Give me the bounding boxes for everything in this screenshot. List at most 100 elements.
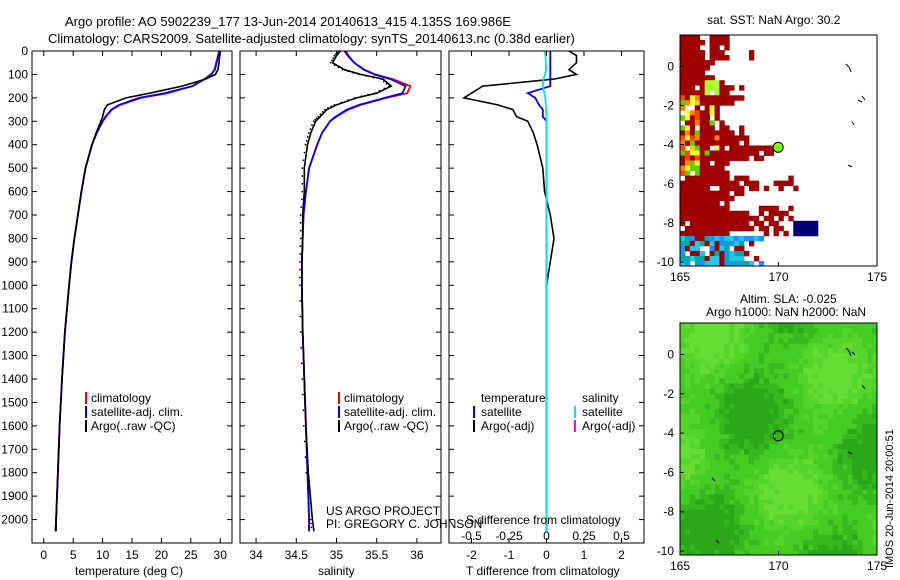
sla_map-cell — [793, 499, 799, 505]
sla_map-cell — [788, 428, 794, 435]
sla_map-xtick-label: 170 — [768, 559, 788, 573]
sst_map-cell — [748, 240, 755, 247]
sst_map-cell — [734, 95, 740, 101]
sla_map-cell — [729, 504, 735, 511]
sla_map-cell — [763, 444, 770, 450]
sst_map-cell — [714, 255, 720, 262]
sla_map-cell — [684, 544, 691, 551]
salinity-argo-raw-point — [309, 128, 312, 131]
sst_map-cell — [758, 235, 765, 242]
sla_map-cell — [808, 549, 814, 556]
sst_map-cell — [699, 185, 706, 192]
sla_map-cell — [768, 423, 774, 430]
sla_map-cell — [867, 383, 873, 389]
sla_map-cell — [842, 484, 848, 490]
sst_map-cell — [684, 260, 691, 267]
sla_map-cell — [808, 348, 814, 354]
sst_map-cell — [684, 245, 691, 252]
sla_map-cell — [709, 328, 715, 334]
sla_map-cell — [704, 363, 710, 369]
sla_map-cell — [857, 383, 863, 389]
sla_map-cell — [773, 494, 779, 500]
sla_map-cell — [788, 413, 794, 420]
depth-tick-label: 600 — [8, 185, 28, 199]
sla_map-cell — [763, 403, 770, 410]
sla_map-cell — [744, 449, 750, 455]
sst_map-cell — [709, 155, 715, 161]
sla_map-cell — [778, 484, 784, 490]
sst_map-cell — [704, 65, 710, 71]
sla_map-cell — [842, 519, 848, 526]
sla_map-cell — [862, 439, 868, 445]
sla_map-cell — [808, 539, 814, 546]
sla_map-cell — [694, 509, 701, 516]
sla_map-cell — [739, 544, 745, 551]
sla_map-cell — [753, 393, 760, 400]
sla_map-cell — [783, 494, 789, 500]
sst_map-cell — [704, 160, 710, 166]
sla_map-cell — [788, 328, 794, 334]
sst_map-cell — [709, 135, 715, 141]
sla_map-cell — [847, 484, 853, 490]
sla_map-cell — [867, 413, 873, 420]
sla_map-cell — [842, 378, 848, 384]
sla_map-cell — [758, 444, 765, 450]
sla_map-cell — [684, 514, 691, 521]
sst_map-cell — [694, 60, 701, 66]
sst-map-coastline — [845, 63, 866, 168]
sla_map-cell — [699, 519, 706, 526]
sla_map-cell — [837, 549, 843, 556]
sst_map-cell — [689, 130, 696, 136]
sst_map-cell — [699, 190, 706, 197]
sla_map-cell — [689, 333, 696, 339]
sla_map-cell — [837, 363, 843, 369]
sst_map-cell — [680, 65, 686, 71]
sla_map-cell — [852, 363, 858, 369]
sla_map-cell — [867, 444, 873, 450]
sst_map-cell — [684, 80, 691, 86]
salinity-argo-raw-point — [300, 198, 303, 201]
sst_map-cell — [704, 205, 710, 212]
sla_map-cell — [739, 423, 745, 430]
sla_map-cell — [729, 428, 735, 435]
sst_map-ytick-label: -2 — [663, 98, 674, 112]
sla_map-cell — [684, 433, 691, 440]
sst_map-cell — [709, 35, 715, 41]
sla_map-cell — [724, 398, 730, 405]
sst_map-cell — [709, 130, 715, 136]
sla_map-cell — [852, 418, 858, 425]
sla_map-cell — [684, 439, 691, 445]
sst_map-cell — [680, 230, 686, 237]
sst_map-cell — [699, 145, 706, 151]
sla_map-cell — [862, 444, 868, 450]
sla_map-cell — [852, 348, 858, 354]
sla_map-cell — [872, 413, 878, 420]
sla_map-cell — [724, 539, 730, 546]
sla_map-cell — [847, 373, 853, 379]
sla_map-cell — [734, 433, 740, 440]
sst_map-cell — [729, 260, 735, 267]
sla_map-cell — [832, 549, 838, 556]
sla_map-cell — [680, 449, 686, 455]
sst_map-cell — [714, 140, 720, 146]
sla_map-cell — [867, 489, 873, 495]
sst_map-cell — [734, 140, 740, 146]
sst_map-cell — [689, 175, 696, 182]
sla_map-cell — [803, 469, 809, 475]
sst_map-cell — [788, 215, 794, 222]
sla_map-cell — [788, 433, 794, 440]
sst_map-cell — [689, 215, 696, 222]
sla_map-cell — [694, 418, 701, 425]
sla_map-cell — [748, 444, 755, 450]
sla_map-cell — [808, 398, 814, 405]
sla_map-cell — [798, 474, 804, 480]
sla_map-cell — [694, 499, 701, 505]
sla_map-cell — [694, 469, 701, 475]
sla_map-cell — [778, 338, 784, 344]
sla_map-cell — [704, 348, 710, 354]
sla_map-cell — [842, 529, 848, 536]
sst_map-cell — [729, 250, 735, 257]
sla_map-cell — [822, 343, 829, 349]
sla_map-cell — [763, 378, 770, 384]
sla_map-cell — [714, 519, 720, 526]
